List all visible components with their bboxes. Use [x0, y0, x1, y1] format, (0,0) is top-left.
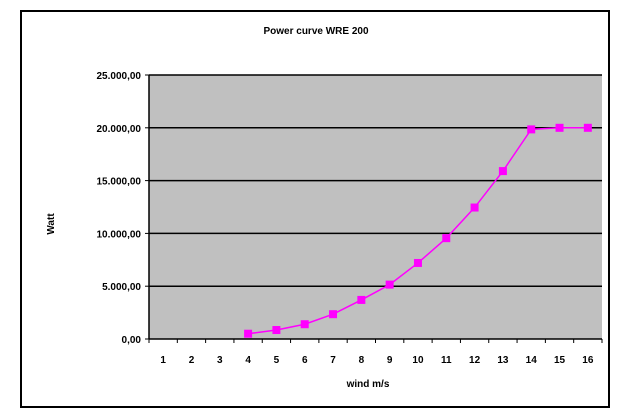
y-tick-label: 0,00	[122, 335, 142, 346]
data-point-marker	[244, 329, 253, 338]
y-tick-label: 15.000,00	[97, 177, 142, 188]
line-chart: Power curve WRE 200 0,00 5.000,00 10.000,0…	[46, 26, 603, 390]
y-tick-label: 20.000,00	[97, 124, 142, 135]
data-point-marker	[413, 258, 422, 267]
y-tick-label: 5.000,00	[102, 282, 141, 293]
y-axis-title: Watt	[46, 213, 57, 235]
x-tick-label: 10	[412, 355, 424, 366]
gridlines	[149, 74, 602, 287]
x-tick-label: 8	[359, 355, 365, 366]
x-tick-label: 3	[217, 355, 223, 366]
x-tick-label: 1	[160, 355, 166, 366]
data-point-marker	[498, 167, 507, 176]
x-tick-label: 12	[469, 355, 481, 366]
chart-frame: Power curve WRE 200 0,00 5.000,00 10.000,0…	[20, 10, 610, 408]
x-tick-label: 14	[526, 355, 538, 366]
x-tick-label: 13	[497, 355, 509, 366]
x-tick-label: 2	[189, 355, 195, 366]
data-point-marker	[583, 123, 592, 132]
y-tick-label: 10.000,00	[97, 229, 142, 240]
axes	[145, 74, 603, 343]
data-point-marker	[527, 125, 536, 134]
x-tick-label: 16	[582, 355, 594, 366]
data-point-marker	[385, 280, 394, 289]
x-tick-label: 9	[387, 355, 393, 366]
chart-title: Power curve WRE 200	[263, 26, 368, 37]
x-tick-label: 5	[274, 355, 280, 366]
data-point-marker	[470, 203, 479, 212]
data-point-marker	[357, 295, 366, 304]
data-point-marker	[442, 234, 451, 243]
tick-labels: 0,00 5.000,00 10.000,00 15.000,00 20.000,00 2…	[97, 71, 594, 366]
x-tick-label: 11	[441, 355, 452, 366]
x-axis-title: wind m/s	[346, 379, 390, 390]
data-points	[244, 123, 592, 338]
x-tick-label: 15	[554, 355, 566, 366]
data-point-marker	[300, 320, 309, 329]
y-tick-label: 25.000,00	[97, 71, 142, 82]
plot-area	[149, 75, 602, 339]
data-point-marker	[272, 326, 281, 335]
x-tick-label: 4	[245, 355, 251, 366]
x-tick-label: 6	[302, 355, 308, 366]
x-tick-label: 7	[330, 355, 336, 366]
data-point-marker	[329, 310, 338, 319]
data-point-marker	[555, 123, 564, 132]
